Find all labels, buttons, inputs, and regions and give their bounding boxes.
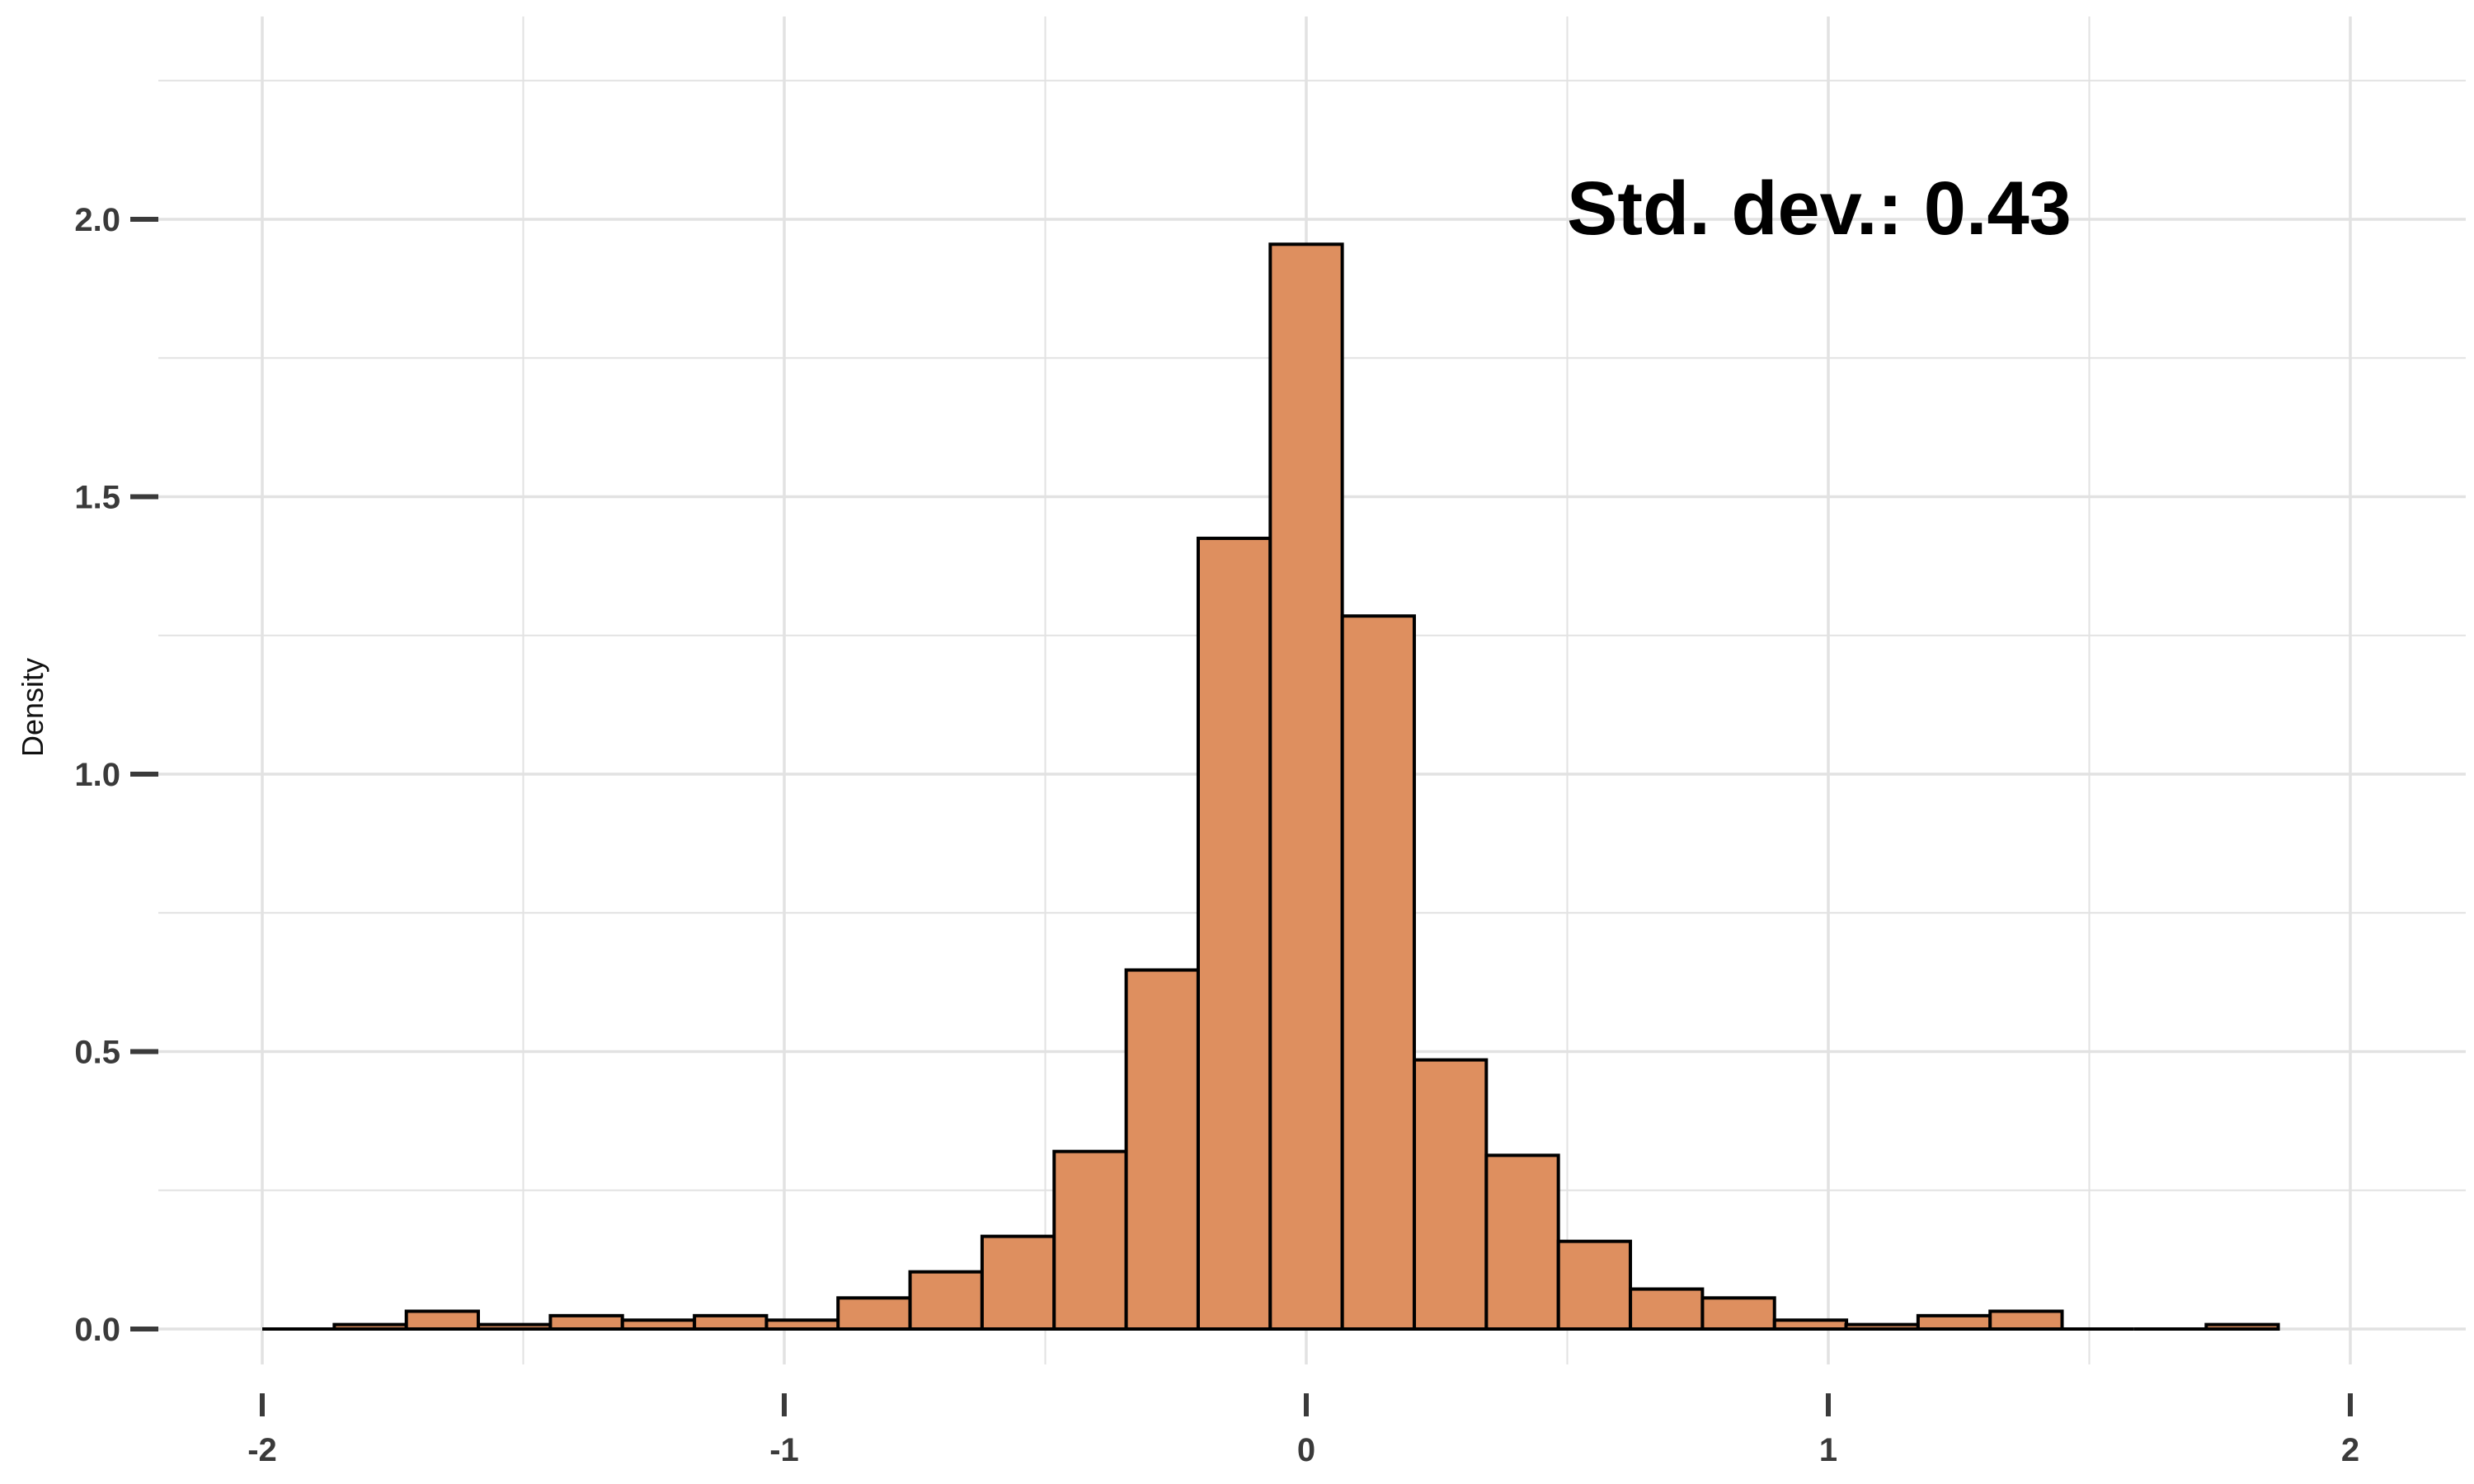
x-tick-label: 1 [1819, 1432, 1837, 1468]
histogram-bar [1700, 1296, 1776, 1331]
x-tick-label: 2 [2341, 1432, 2359, 1468]
y-tick-label: 2.0 [74, 202, 120, 238]
y-axis: 0.0 0.5 1.0 1.5 2.0 [74, 202, 158, 1348]
histogram-bar [1340, 614, 1416, 1331]
histogram-bar [477, 1322, 553, 1331]
y-tick-label: 1.5 [74, 480, 120, 516]
histogram-bar [980, 1234, 1056, 1331]
histogram-bar [1124, 968, 1200, 1331]
histogram-bars [262, 242, 2280, 1331]
x-axis: -2 -1 0 1 2 [247, 1393, 2359, 1468]
histogram-bar [836, 1296, 912, 1331]
histogram-bar [332, 1322, 408, 1331]
x-tick-label: 0 [1297, 1432, 1315, 1468]
histogram-bar [1413, 1058, 1489, 1331]
histogram-bar [404, 1309, 480, 1331]
histogram-bar [1196, 536, 1272, 1331]
y-tick-label: 0.0 [74, 1312, 120, 1348]
histogram-bar [1772, 1318, 1849, 1331]
histogram-bar [548, 1313, 624, 1331]
x-tick-label: -2 [247, 1432, 277, 1468]
y-tick-label: 1.0 [74, 757, 120, 793]
histogram-bar [620, 1318, 697, 1331]
histogram-bar [1916, 1313, 1992, 1331]
histogram-bar [764, 1318, 840, 1331]
x-tick-label: -1 [769, 1432, 799, 1468]
histogram-bar [1556, 1239, 1633, 1331]
histogram-bar [2204, 1322, 2280, 1331]
histogram-bar [1844, 1322, 1920, 1331]
histogram-bar [908, 1270, 984, 1331]
histogram-bar [1988, 1309, 2064, 1331]
y-tick-label: 0.5 [74, 1035, 120, 1071]
histogram-bar [693, 1313, 769, 1331]
histogram-bar [1629, 1287, 1705, 1331]
std-dev-annotation: Std. dev.: 0.43 [1567, 167, 2072, 251]
histogram-bar [1268, 242, 1344, 1331]
y-axis-title: Density [16, 658, 49, 757]
histogram-bar [1052, 1149, 1128, 1331]
histogram-bar [1484, 1153, 1560, 1331]
